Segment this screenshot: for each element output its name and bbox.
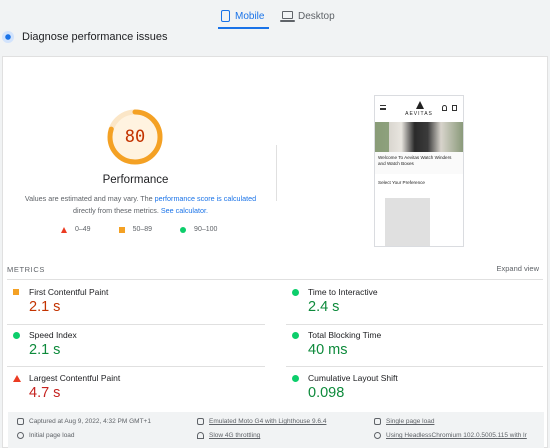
single-page-load-text: Single page load (386, 418, 435, 425)
score-legend: 0–49 50–89 90–100 (61, 226, 245, 233)
device-icon (197, 418, 204, 425)
performance-title: Performance (102, 174, 169, 186)
square-icon (118, 226, 125, 233)
metric-largest-contentful-paint: Largest Contentful Paint 4.7 s (3, 369, 258, 409)
triangle-icon (61, 226, 67, 233)
metric-label: Largest Contentful Paint (29, 373, 121, 383)
good-circle-icon (13, 332, 20, 339)
metric-label: Cumulative Layout Shift (308, 373, 398, 383)
gauge-arc (107, 109, 163, 165)
metric-divider (7, 366, 265, 367)
note-text-1: Values are estimated and may vary. The (24, 194, 153, 203)
screenshot-hero-image (375, 122, 463, 152)
metric-divider (286, 324, 543, 325)
initial-page-load-text: Initial page load (29, 432, 75, 439)
metric-divider (286, 366, 543, 367)
emulated-device-text: Emulated Moto G4 with Lighthouse 9.6.4 (209, 418, 327, 425)
timer-icon (17, 432, 24, 439)
screenshot-preference: Select Your Preference (378, 180, 425, 185)
expand-view-button[interactable]: Expand view (496, 264, 539, 273)
metric-label: Total Blocking Time (308, 330, 382, 340)
metrics-divider (7, 279, 543, 280)
metric-total-blocking-time: Total Blocking Time 40 ms (282, 326, 537, 366)
performance-gauge (107, 109, 163, 165)
device-tabs: Mobile Desktop (0, 0, 550, 30)
average-square-icon (13, 289, 19, 295)
note-text-2: directly from these metrics. (72, 206, 159, 215)
emulated-device[interactable]: Emulated Moto G4 with Lighthouse 9.6.4 (197, 418, 326, 425)
browser-version-text: Using HeadlessChromium 102.0.5005.115 wi… (386, 432, 527, 439)
metrics-label: METRICS (7, 265, 45, 274)
calendar-icon (17, 418, 24, 425)
performance-score: 80 (124, 127, 146, 147)
screenshot-header: AEVITAS (375, 96, 463, 122)
performance-card: 80 Performance Values are estimated and … (2, 56, 548, 448)
diagnose-title: Diagnose performance issues (22, 31, 168, 43)
metric-value: 2.1 s (29, 299, 61, 315)
final-screenshot[interactable]: AEVITAS Welcome To Aevitas Watch Winders… (374, 95, 464, 247)
good-circle-icon (292, 289, 299, 296)
active-tab-indicator (218, 27, 269, 29)
score-calculated-link[interactable]: performance score is calculated (154, 194, 257, 203)
user-icon (442, 105, 447, 111)
brand-logo-icon (416, 101, 424, 109)
circle-icon (180, 226, 187, 233)
metric-value: 0.098 (308, 385, 345, 401)
initial-page-load: Initial page load (17, 432, 75, 439)
legend-good-range: 90–100 (194, 226, 218, 233)
captured-at: Captured at Aug 9, 2022, 4:32 PM GMT+1 (17, 418, 151, 425)
screenshot-placeholder-image (385, 198, 430, 246)
cart-icon (452, 105, 457, 111)
runtime-settings: Captured at Aug 9, 2022, 4:32 PM GMT+1 I… (8, 412, 544, 448)
vertical-divider (276, 145, 277, 201)
poor-triangle-icon (13, 375, 21, 382)
metric-label: Time to Interactive (308, 287, 378, 297)
single-page-load[interactable]: Single page load (374, 418, 434, 425)
metric-divider (7, 324, 265, 325)
metric-value: 40 ms (308, 342, 348, 358)
metric-label: First Contentful Paint (29, 287, 109, 297)
hamburger-icon (380, 105, 386, 110)
gauge-background (110, 112, 160, 162)
metric-value: 2.1 s (29, 342, 61, 358)
metric-value: 2.4 s (308, 299, 340, 315)
metric-label: Speed Index (29, 330, 77, 340)
screenshot-brand: AEVITAS (405, 111, 433, 117)
good-circle-icon (292, 375, 299, 382)
lab-data-icon (2, 31, 14, 43)
tab-mobile-label: Mobile (235, 10, 265, 22)
good-circle-icon (292, 332, 299, 339)
tab-desktop[interactable]: Desktop (280, 4, 335, 28)
laptop-icon (280, 11, 295, 22)
browser-version[interactable]: Using HeadlessChromium 102.0.5005.115 wi… (374, 432, 527, 439)
phone-icon (221, 10, 230, 22)
screenshot-caption: Welcome To Aevitas Watch Winders and Wat… (375, 152, 463, 174)
diagnose-heading: Diagnose performance issues (2, 31, 168, 43)
network-throttling-text: Slow 4G throttling (209, 432, 261, 439)
captured-at-text: Captured at Aug 9, 2022, 4:32 PM GMT+1 (29, 418, 151, 425)
metric-cumulative-layout-shift: Cumulative Layout Shift 0.098 (282, 369, 537, 409)
legend-poor: 0–49 (61, 226, 91, 233)
page-icon (374, 418, 381, 425)
tab-mobile[interactable]: Mobile (221, 4, 264, 28)
legend-good: 90–100 (180, 226, 217, 233)
tab-desktop-label: Desktop (298, 10, 335, 22)
metric-speed-index: Speed Index 2.1 s (3, 326, 258, 366)
metric-time-to-interactive: Time to Interactive 2.4 s (282, 283, 537, 323)
browser-icon (374, 432, 381, 439)
legend-average-range: 50–89 (132, 226, 153, 233)
see-calculator-link[interactable]: See calculator. (160, 206, 209, 215)
performance-note: Values are estimated and may vary. The p… (13, 193, 268, 217)
metric-first-contentful-paint: First Contentful Paint 2.1 s (3, 283, 258, 323)
network-throttling[interactable]: Slow 4G throttling (197, 432, 260, 439)
wifi-icon (197, 432, 204, 439)
metric-value: 4.7 s (29, 385, 61, 401)
legend-poor-range: 0–49 (75, 226, 91, 233)
legend-average: 50–89 (118, 226, 153, 233)
